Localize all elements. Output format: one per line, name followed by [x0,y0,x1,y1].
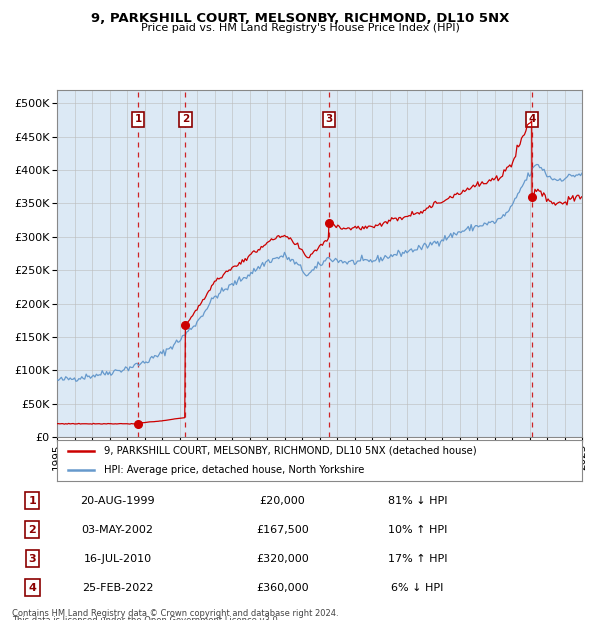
Text: £167,500: £167,500 [256,525,309,534]
Text: 10% ↑ HPI: 10% ↑ HPI [388,525,447,534]
Text: Contains HM Land Registry data © Crown copyright and database right 2024.: Contains HM Land Registry data © Crown c… [12,609,338,618]
Text: 1: 1 [29,495,37,505]
Text: 4: 4 [29,583,37,593]
Text: Price paid vs. HM Land Registry's House Price Index (HPI): Price paid vs. HM Land Registry's House … [140,23,460,33]
Text: 3: 3 [325,114,332,124]
Text: 9, PARKSHILL COURT, MELSONBY, RICHMOND, DL10 5NX: 9, PARKSHILL COURT, MELSONBY, RICHMOND, … [91,12,509,25]
Text: 17% ↑ HPI: 17% ↑ HPI [388,554,448,564]
Text: 20-AUG-1999: 20-AUG-1999 [80,495,155,505]
Text: 81% ↓ HPI: 81% ↓ HPI [388,495,448,505]
Text: 9, PARKSHILL COURT, MELSONBY, RICHMOND, DL10 5NX (detached house): 9, PARKSHILL COURT, MELSONBY, RICHMOND, … [104,446,477,456]
Text: 1: 1 [134,114,142,124]
Text: 2: 2 [29,525,37,534]
Text: 2: 2 [182,114,189,124]
Text: £360,000: £360,000 [256,583,308,593]
Text: £20,000: £20,000 [259,495,305,505]
Text: 03-MAY-2002: 03-MAY-2002 [82,525,154,534]
Text: 6% ↓ HPI: 6% ↓ HPI [391,583,444,593]
Text: 25-FEB-2022: 25-FEB-2022 [82,583,154,593]
Text: 16-JUL-2010: 16-JUL-2010 [83,554,152,564]
Text: This data is licensed under the Open Government Licence v3.0.: This data is licensed under the Open Gov… [12,616,280,620]
Text: 3: 3 [29,554,36,564]
Text: 4: 4 [529,114,536,124]
Text: £320,000: £320,000 [256,554,309,564]
Text: HPI: Average price, detached house, North Yorkshire: HPI: Average price, detached house, Nort… [104,465,365,475]
